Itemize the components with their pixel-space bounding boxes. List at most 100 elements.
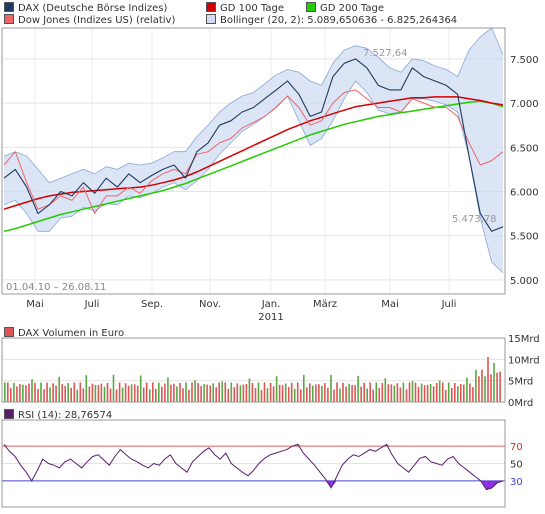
volume-bar — [37, 388, 39, 402]
volume-bar — [399, 387, 402, 402]
volume-bar — [466, 377, 468, 402]
volume-bar — [161, 386, 163, 402]
rsi-oversold-fill — [486, 480, 492, 490]
volume-bar — [375, 382, 378, 402]
volume-bar — [70, 387, 72, 402]
volume-bar — [145, 382, 148, 402]
volume-bar — [447, 382, 450, 402]
volume-bar — [224, 382, 227, 402]
volume-bar — [167, 377, 169, 402]
volume-bar — [330, 374, 332, 402]
volume-bar — [290, 382, 293, 402]
volume-bar — [16, 386, 18, 402]
volume-bar — [478, 376, 480, 402]
volume-bar — [158, 382, 160, 402]
price-x-tick-label: Sep. — [141, 299, 163, 310]
rsi-area — [3, 443, 504, 491]
volume-bar — [266, 388, 269, 402]
volume-bar — [115, 389, 118, 402]
volume-bar — [58, 376, 60, 402]
rsi-y-tick-label: 30 — [510, 477, 523, 488]
legend-label-bollinger: Bollinger (20, 2): 5.089,650636 - 6.825,… — [220, 15, 458, 26]
volume-bar — [73, 382, 76, 402]
volume-bar — [387, 384, 390, 402]
rsi-line — [3, 443, 504, 491]
volume-bar — [230, 382, 233, 402]
rsi-title-text: RSI (14): 28,76574 — [18, 410, 113, 421]
volume-bar — [287, 386, 290, 402]
volume-bar — [10, 388, 12, 402]
rsi-y-ticks: 70 50 30 — [510, 442, 523, 488]
volume-bar — [239, 385, 242, 402]
volume-bar — [233, 387, 236, 402]
legend-dax: DAX (Deutsche Börse Indizes) — [4, 2, 167, 15]
volume-bar — [188, 389, 190, 402]
volume-bar — [269, 382, 272, 402]
price-plot-frame — [1, 27, 506, 295]
price-x-tick-label: Jan. — [261, 299, 281, 310]
volume-bar — [384, 378, 387, 402]
price-y-tick-label: 6.500 — [510, 143, 539, 154]
price-x-tick-label: Juli — [441, 299, 457, 310]
volume-bar — [164, 383, 166, 402]
volume-plot-frame — [1, 337, 506, 403]
volume-bar — [28, 383, 30, 402]
volume-bar — [481, 369, 483, 402]
price-x-tick-label: Nov. — [199, 299, 221, 310]
volume-bar — [136, 385, 139, 402]
volume-bar — [402, 382, 405, 402]
volume-bar — [13, 382, 15, 402]
volume-bar — [133, 384, 136, 402]
volume-bar — [363, 382, 365, 402]
volume-bar — [97, 385, 100, 402]
volume-bar — [85, 375, 88, 402]
volume-bar — [306, 387, 308, 402]
volume-bar — [354, 385, 356, 402]
volume-bar — [460, 384, 462, 402]
volume-bar — [55, 385, 57, 402]
rsi-oversold-fill — [331, 480, 337, 488]
rsi-plot-frame — [1, 419, 506, 508]
price-x-ticks: Mai Juli Sep. Nov. Jan. März Mai Juli — [26, 299, 456, 310]
volume-bar — [254, 388, 257, 402]
volume-bar — [457, 386, 459, 402]
volume-bar — [49, 387, 51, 402]
legend-label-gd200: GD 200 Tage — [320, 3, 384, 14]
volume-bar — [100, 383, 103, 402]
volume-bar — [426, 384, 429, 402]
volume-bar — [348, 383, 350, 402]
volume-bar — [25, 385, 27, 402]
volume-bar — [31, 379, 33, 402]
price-y-tick-label: 6.000 — [510, 187, 539, 198]
volume-bar — [441, 382, 444, 402]
volume-bar — [46, 382, 48, 402]
legend-label-dow: Dow Jones (Indizes US) (relativ) — [18, 15, 176, 26]
price-gridlines — [2, 28, 505, 294]
volume-bar — [451, 388, 453, 402]
volume-bar — [345, 386, 347, 402]
volume-bar — [227, 389, 230, 402]
volume-bar — [242, 384, 245, 402]
volume-bar — [155, 388, 157, 402]
price-lines — [3, 58, 504, 233]
volume-bar — [179, 382, 181, 402]
volume-bar — [109, 388, 112, 402]
volume-bar — [493, 362, 495, 402]
volume-bar — [236, 383, 239, 402]
volume-bar — [417, 386, 420, 402]
volume-bar — [139, 375, 142, 402]
volume-bar — [469, 383, 471, 402]
volume-bar — [487, 357, 489, 402]
volume-y-tick-label: 10Mrd — [508, 355, 540, 366]
volume-bar — [176, 386, 178, 402]
volume-bar — [218, 382, 220, 402]
volume-bar — [321, 385, 323, 402]
volume-bar — [318, 384, 320, 402]
price-y-tick-label: 7.500 — [510, 55, 539, 66]
volume-bar — [438, 380, 441, 402]
volume-bar — [191, 382, 193, 402]
volume-bar — [463, 384, 465, 402]
legend-swatch-bollinger — [206, 14, 216, 24]
volume-bar — [127, 385, 130, 402]
